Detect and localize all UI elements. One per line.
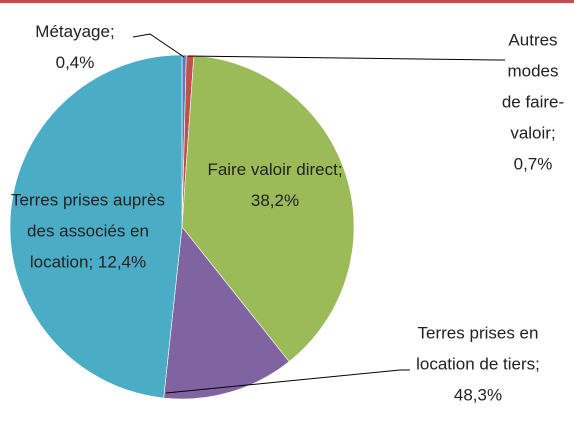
category-label: Terres prises en location de tiers	[416, 323, 539, 374]
separator: ;	[535, 354, 540, 374]
category-label: Autres modes de faire-valoir	[501, 30, 565, 143]
value-label: 0,7%	[513, 154, 553, 174]
value-label: 48,3%	[453, 385, 503, 405]
separator: ;	[550, 123, 556, 143]
value-label: 12,4%	[97, 252, 147, 272]
leader-line	[187, 55, 505, 61]
data-label: Terres prises en location de tiers; 48,3…	[403, 318, 553, 411]
leader-line	[132, 33, 185, 58]
value-label: 0,4%	[55, 53, 95, 72]
data-label: Terres prises auprès des associés en loc…	[8, 185, 168, 278]
data-label: Faire valoir direct; 38,2%	[203, 154, 348, 216]
top-bar	[0, 0, 574, 3]
data-label: Autres modes de faire-valoir; 0,7%	[497, 25, 569, 180]
separator: ;	[337, 160, 343, 179]
leader-line	[165, 369, 410, 394]
pie-slice	[163, 226, 290, 400]
pie-slice	[9, 54, 183, 399]
separator: ;	[109, 22, 115, 41]
value-label: 38,2%	[250, 191, 300, 210]
separator: ;	[88, 252, 98, 272]
data-label: Métayage; 0,4%	[15, 16, 135, 78]
category-label: Terres prises auprès des associés en loc…	[10, 190, 165, 272]
category-label: Faire valoir direct	[207, 160, 338, 179]
category-label: Métayage	[35, 22, 110, 41]
pie-slice	[181, 55, 355, 362]
